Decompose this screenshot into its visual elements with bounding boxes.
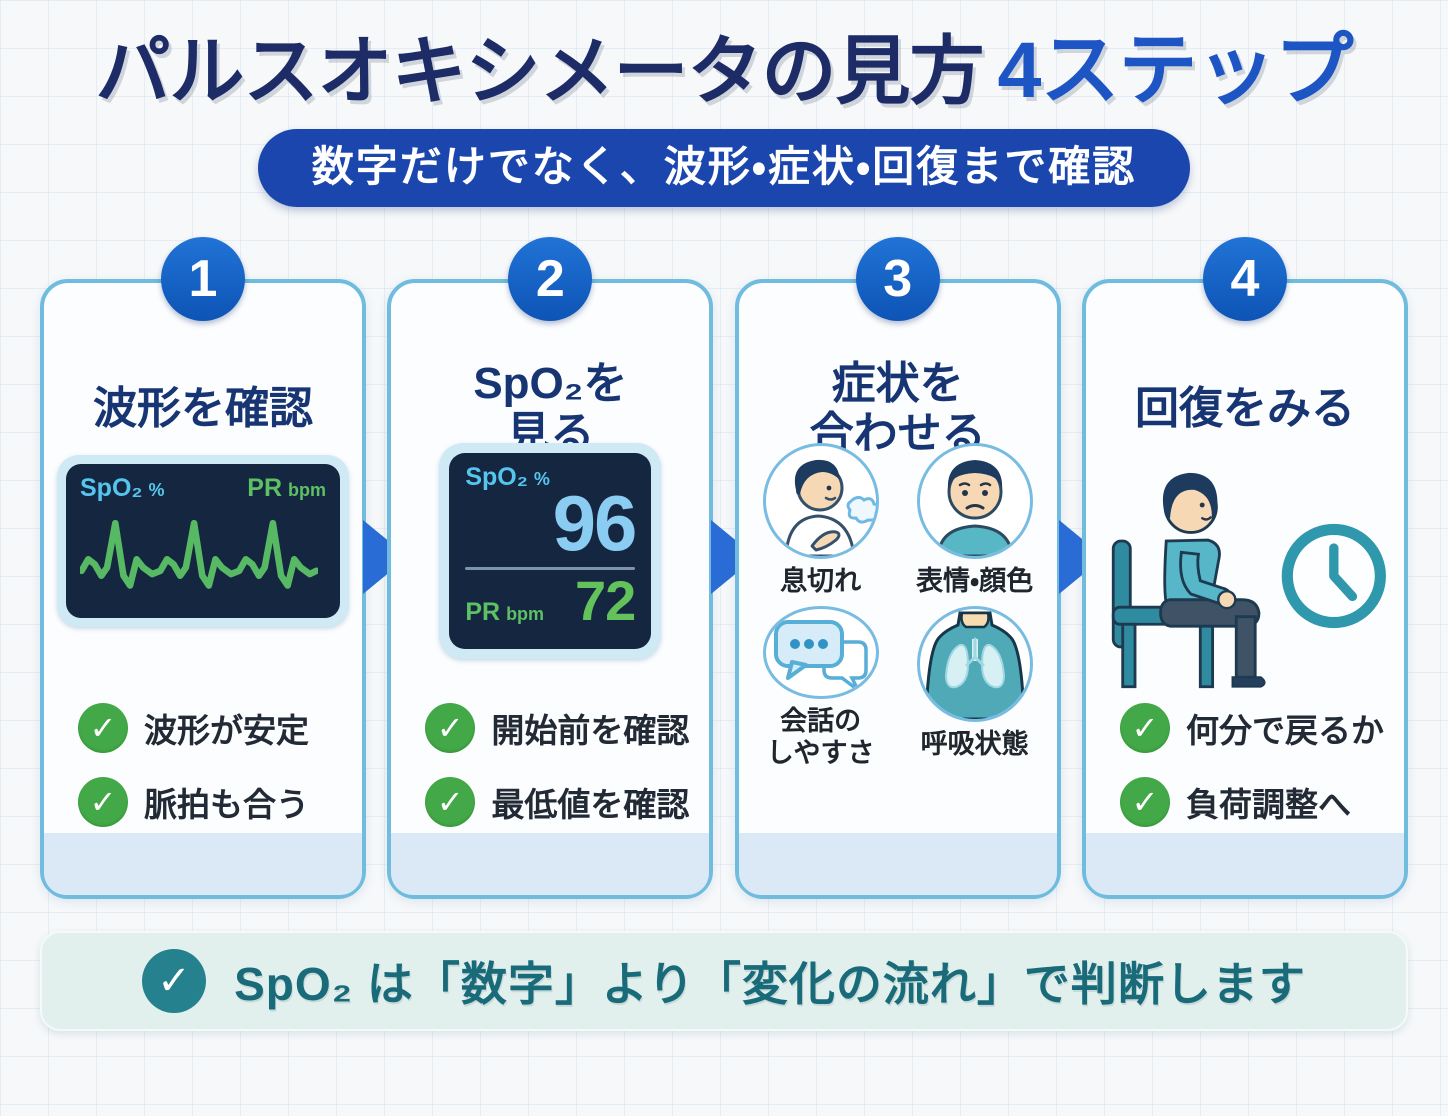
card-footer-strip [391,832,710,895]
symptom-label: 呼吸状態 [920,728,1029,759]
step-4-checklist: ✓ 何分で戻るか ✓ 負荷調整へ [1119,702,1398,827]
check-icon: ✓ [425,776,476,827]
step-3-title: 症状を 合わせる [809,359,986,459]
spo2-label: SpO₂% [465,462,550,491]
card-footer-strip [44,832,362,895]
symptom-label: 会話の しやすさ [766,706,875,768]
check-icon: ✓ [142,948,207,1013]
spo2-value: 96 [552,478,638,567]
symptom-breathing: 呼吸状態 [900,605,1050,769]
worried-face-icon [936,459,1014,556]
check-icon: ✓ [425,702,476,753]
symptom-label: 息切れ [780,565,862,596]
step-2-number-badge: 2 [508,236,593,321]
page-title-accent: 4ステップ [997,25,1354,114]
check-item: ✓ 最低値を確認 [425,776,703,827]
pr-label: PR bpm [465,597,545,626]
check-item: ✓ 開始前を確認 [425,702,703,753]
pr-label: PR bpm [247,473,326,502]
symptom-grid: 息切れ [746,442,1050,769]
step-1-number-badge: 1 [161,236,245,321]
symptom-label: 表情・顔色 [916,565,1034,596]
lungs-icon [924,611,1026,719]
card-footer-strip [1085,832,1404,895]
step-4-number-badge: 4 [1202,236,1287,321]
monitor-screen: SpO₂% PR bpm [66,463,340,618]
footer-message: SpO₂ は「数字」より「変化の流れ」で判断します [234,957,1306,1010]
step-card-4: 4 回復をみる [1081,236,1408,899]
display-screen: SpO₂% 96 PR bpm 72 [449,452,652,649]
check-icon: ✓ [1119,776,1170,827]
check-icon: ✓ [78,702,128,753]
speech-bubble-icon [773,619,868,691]
spo2-label: SpO₂% [80,473,165,502]
footer-banner: ✓ SpO₂ は「数字」より「変化の流れ」で判断します [40,930,1408,1031]
symptom-conversation: 会話の しやすさ [746,605,896,769]
symptom-breathless: 息切れ [746,442,896,606]
card-footer-strip [738,832,1057,895]
step-1-title: 波形を確認 [93,384,313,434]
clock-icon [1282,523,1387,628]
display-divider [465,566,636,570]
page-title-main: パルスオキシメータの見方 [95,29,985,113]
page-title: パルスオキシメータの見方 4ステップ [10,29,1438,113]
symptom-face: 表情・顔色 [900,442,1050,606]
pulse-waveform-icon [80,519,318,589]
spo2-display: SpO₂% 96 PR bpm 72 [439,442,662,659]
check-item: ✓ 波形が安定 [78,702,356,753]
recovery-illustration [1100,451,1390,701]
pr-value: 72 [575,568,636,632]
infographic-canvas: パルスオキシメータの見方 4ステップ 数字だけでなく、波形・症状・回復まで確認 1… [0,29,1448,1116]
steps-row: 1 波形を確認 SpO₂% PR bpm ✓ 波形が安定 ✓ 脈拍も合う [40,236,1408,899]
step-4-title: 回復をみる [1134,384,1355,434]
check-item: ✓ 負荷調整へ [1119,776,1398,827]
step-card-3: 3 症状を 合わせる 息切れ [734,236,1061,899]
waveform-monitor: SpO₂% PR bpm [57,454,349,627]
check-icon: ✓ [1119,702,1170,753]
step-1-checklist: ✓ 波形が安定 ✓ 脈拍も合う [78,702,356,827]
check-item: ✓ 脈拍も合う [78,776,356,827]
step-3-number-badge: 3 [855,236,940,321]
breathless-person-icon [784,459,876,556]
step-2-checklist: ✓ 開始前を確認 ✓ 最低値を確認 [425,702,703,827]
check-item: ✓ 何分で戻るか [1119,702,1398,753]
step-card-2: 2 SpO₂を 見る SpO₂% 96 PR bpm 72 ✓ 開始前を確認 ✓ 最低… [387,236,714,899]
subtitle-banner: 数字だけでなく、波形・症状・回復まで確認 [257,128,1191,207]
check-icon: ✓ [78,776,128,827]
step-card-1: 1 波形を確認 SpO₂% PR bpm ✓ 波形が安定 ✓ 脈拍も合う [40,236,366,899]
sitting-person-icon [1111,472,1266,688]
